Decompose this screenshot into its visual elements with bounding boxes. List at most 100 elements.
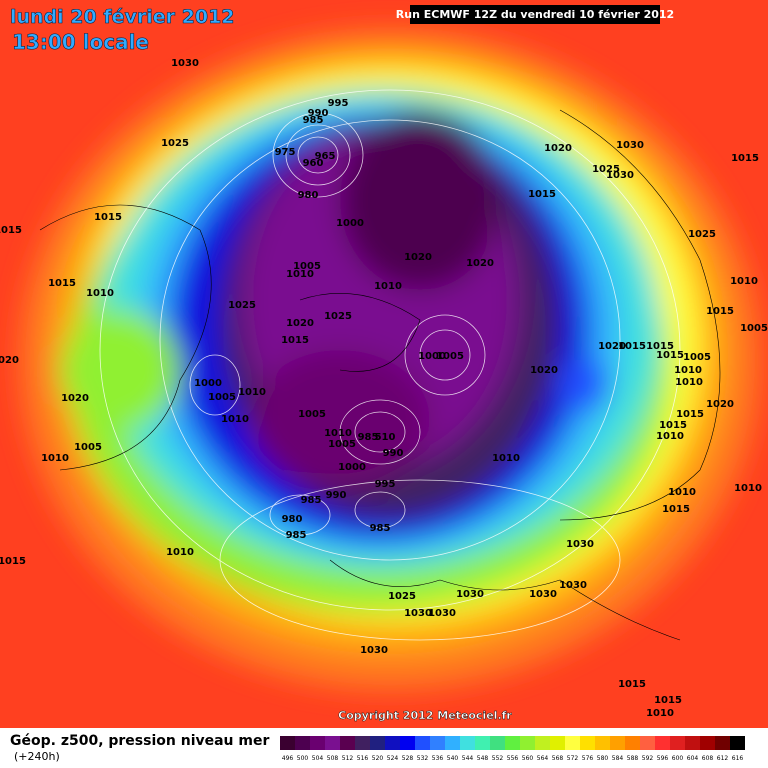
pressure-label: 1010	[286, 269, 314, 280]
colorbar-label: 524	[387, 755, 399, 762]
pressure-label: 1015	[659, 420, 687, 431]
colorbar-label: 576	[582, 755, 594, 762]
pressure-label: 1000	[194, 378, 222, 389]
pressure-label: 985	[358, 432, 379, 443]
pressure-label: 1015	[656, 350, 684, 361]
pressure-label: 1015	[618, 341, 646, 352]
colorbar-swatch	[430, 736, 445, 750]
colorbar-swatch	[655, 736, 670, 750]
colorbar-label: 500	[297, 755, 309, 762]
pressure-label: 1020	[706, 399, 734, 410]
colorbar-label: 588	[627, 755, 639, 762]
pressure-label: 1030	[360, 645, 388, 656]
colorbar-label: 600	[672, 755, 684, 762]
pressure-label: 1010	[492, 453, 520, 464]
pressure-label: 1005	[683, 352, 711, 363]
pressure-label: 1020	[0, 355, 19, 366]
colorbar-swatch	[445, 736, 460, 750]
pressure-label: 1015	[662, 504, 690, 515]
colorbar-swatch	[475, 736, 490, 750]
pressure-label: 1030	[456, 589, 484, 600]
pressure-label: 1025	[592, 164, 620, 175]
colorbar-label: 536	[432, 755, 444, 762]
pressure-label: 1015	[654, 695, 682, 706]
colorbar-swatch	[520, 736, 535, 750]
pressure-label: 1005	[740, 323, 768, 334]
pressure-label: 1005	[208, 392, 236, 403]
pressure-label: 1030	[404, 608, 432, 619]
legend-title: Géop. z500, pression niveau mer	[10, 733, 269, 749]
colorbar-swatch	[580, 736, 595, 750]
colorbar-swatch	[400, 736, 415, 750]
colorbar-swatch	[670, 736, 685, 750]
colorbar-swatch	[355, 736, 370, 750]
colorbar-swatch	[415, 736, 430, 750]
colorbar-swatch	[610, 736, 625, 750]
pressure-label: 1015	[281, 335, 309, 346]
colorbar-swatch	[310, 736, 325, 750]
pressure-label: 1020	[544, 143, 572, 154]
pressure-label: 1010	[238, 387, 266, 398]
pressure-label: 1020	[286, 318, 314, 329]
pressure-label: 1025	[228, 300, 256, 311]
run-box	[410, 5, 660, 24]
pressure-label: 960	[303, 158, 324, 169]
pressure-label: 975	[275, 147, 296, 158]
pressure-label: 995	[328, 98, 349, 109]
pressure-label: 1015	[676, 409, 704, 420]
pressure-label: 965	[315, 151, 336, 162]
pressure-label: 1010	[674, 365, 702, 376]
pressure-label: 1010	[734, 483, 762, 494]
colorbar-label: 612	[717, 755, 729, 762]
colorbar-swatch	[730, 736, 745, 750]
pressure-label: 990	[308, 108, 329, 119]
pressure-label: 985	[303, 115, 324, 126]
legend-lead: (+240h)	[14, 750, 60, 763]
colorbar-swatch	[490, 736, 505, 750]
pressure-label: 1010	[675, 377, 703, 388]
colorbar-label: 564	[537, 755, 549, 762]
pressure-label: 985	[370, 523, 391, 534]
colorbar-label: 596	[657, 755, 669, 762]
colorbar-swatch	[685, 736, 700, 750]
colorbar-label: 604	[687, 755, 699, 762]
date-title: lundi 20 février 2012	[10, 6, 235, 28]
pressure-labels: 1030102510151015101510101020102010101005…	[0, 58, 768, 719]
pressure-label: 1015	[706, 306, 734, 317]
pressure-label: 1005	[436, 351, 464, 362]
colorbar-swatch	[700, 736, 715, 750]
isobars	[99, 89, 681, 641]
colorbar-swatch	[595, 736, 610, 750]
pressure-label: 1015	[731, 153, 759, 164]
pressure-label: 1015	[0, 225, 22, 236]
colorbar-label: 496	[282, 755, 294, 762]
colorbar: 496 500 504 508 512 516 520 524 528 532 536 540 544 5…	[280, 736, 745, 762]
pressure-label: 1005	[298, 409, 326, 420]
colorbar-label: 544	[462, 755, 474, 762]
pressure-label: 1005	[74, 442, 102, 453]
geopotential-field	[20, 30, 760, 690]
colorbar-label: 592	[642, 755, 654, 762]
pressure-label: 985	[286, 530, 307, 541]
pressure-label: 990	[383, 448, 404, 459]
colorbar-label: 608	[702, 755, 714, 762]
colorbar-swatch	[535, 736, 550, 750]
colorbar-swatch	[715, 736, 730, 750]
pressure-label: 980	[282, 514, 303, 525]
colorbar-label: 512	[342, 755, 354, 762]
colorbar-label: 508	[327, 755, 339, 762]
pressure-label: 1000	[336, 218, 364, 229]
run-info: Run ECMWF 12Z du vendredi 10 février 201…	[396, 8, 674, 21]
pressure-label: 1010	[166, 547, 194, 558]
pressure-label: 1010	[656, 431, 684, 442]
pressure-label: 1010	[646, 708, 674, 719]
colorbar-swatch	[280, 736, 295, 750]
pressure-label: 1025	[161, 138, 189, 149]
colorbar-swatch	[325, 736, 340, 750]
pressure-label: 1010	[86, 288, 114, 299]
colorbar-label: 504	[312, 755, 324, 762]
colorbar-swatch	[340, 736, 355, 750]
pressure-label: 1005	[293, 261, 321, 272]
